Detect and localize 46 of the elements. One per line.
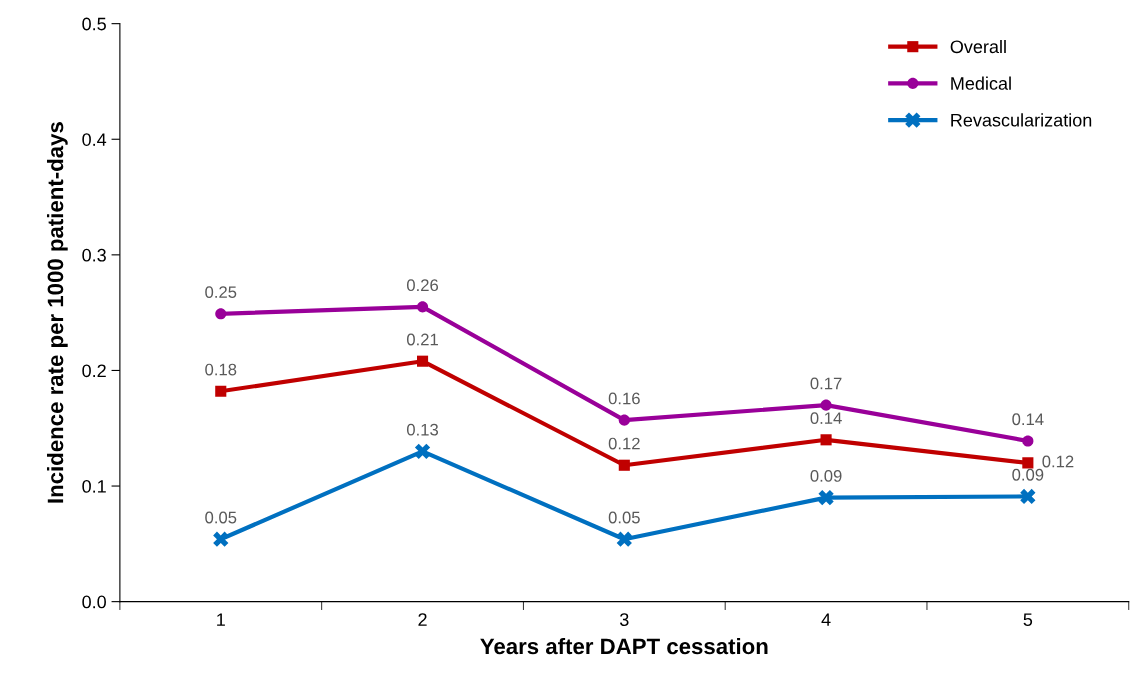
data-label: 0.17: [810, 377, 842, 390]
point: [618, 414, 630, 426]
data-label: 0.13: [406, 423, 439, 436]
data-label: 0.25: [205, 286, 237, 299]
y-tick-label: 0.2: [82, 364, 106, 378]
y-tick-label: 0.1: [82, 479, 106, 493]
x-tick-label: 2: [418, 613, 427, 626]
point: [1022, 457, 1034, 469]
point: [618, 459, 630, 471]
legend-label: Revascularization: [951, 113, 1092, 127]
x-axis-title: Years after DAPT cessation: [480, 637, 768, 655]
point: [818, 489, 834, 506]
legend-label: Medical: [951, 76, 1011, 90]
point: [616, 531, 632, 547]
data-label: 0.14: [1012, 413, 1044, 426]
y-axis-title: Incidence rate per 1000 patient-days: [46, 122, 68, 503]
point: [213, 531, 229, 547]
x-tick-label: 5: [1023, 613, 1033, 627]
point: [416, 355, 429, 367]
point: [215, 385, 227, 397]
data-label: 0.12: [608, 437, 640, 450]
x-tick-label: 4: [821, 613, 831, 626]
point: [1020, 488, 1036, 505]
data-label: 0.09: [810, 470, 842, 482]
y-tick-label: 0.0: [82, 595, 106, 609]
data-label: 0.14: [810, 412, 842, 425]
data-label: 0.05: [205, 511, 237, 524]
y-tick-label: 0.4: [82, 133, 107, 146]
data-label: 0.09: [1012, 468, 1044, 481]
point: [820, 434, 832, 446]
legend-label: Overall: [950, 39, 1006, 54]
point: [1022, 435, 1034, 447]
data-label: 0.05: [608, 511, 640, 524]
data-label: 0.18: [205, 363, 237, 376]
x-tick-label: 1: [217, 613, 225, 626]
data-label: 0.16: [608, 392, 640, 405]
point: [215, 308, 227, 320]
x-tick-label: 3: [619, 613, 629, 627]
y-tick-label: 0.5: [82, 17, 106, 31]
data-label: 0.21: [406, 333, 438, 346]
point: [416, 301, 429, 313]
y-tick-label: 0.3: [82, 248, 106, 262]
data-label: 0.12: [1042, 455, 1074, 468]
point: [414, 443, 431, 459]
data-label: 0.26: [406, 279, 439, 292]
point: [820, 399, 832, 411]
